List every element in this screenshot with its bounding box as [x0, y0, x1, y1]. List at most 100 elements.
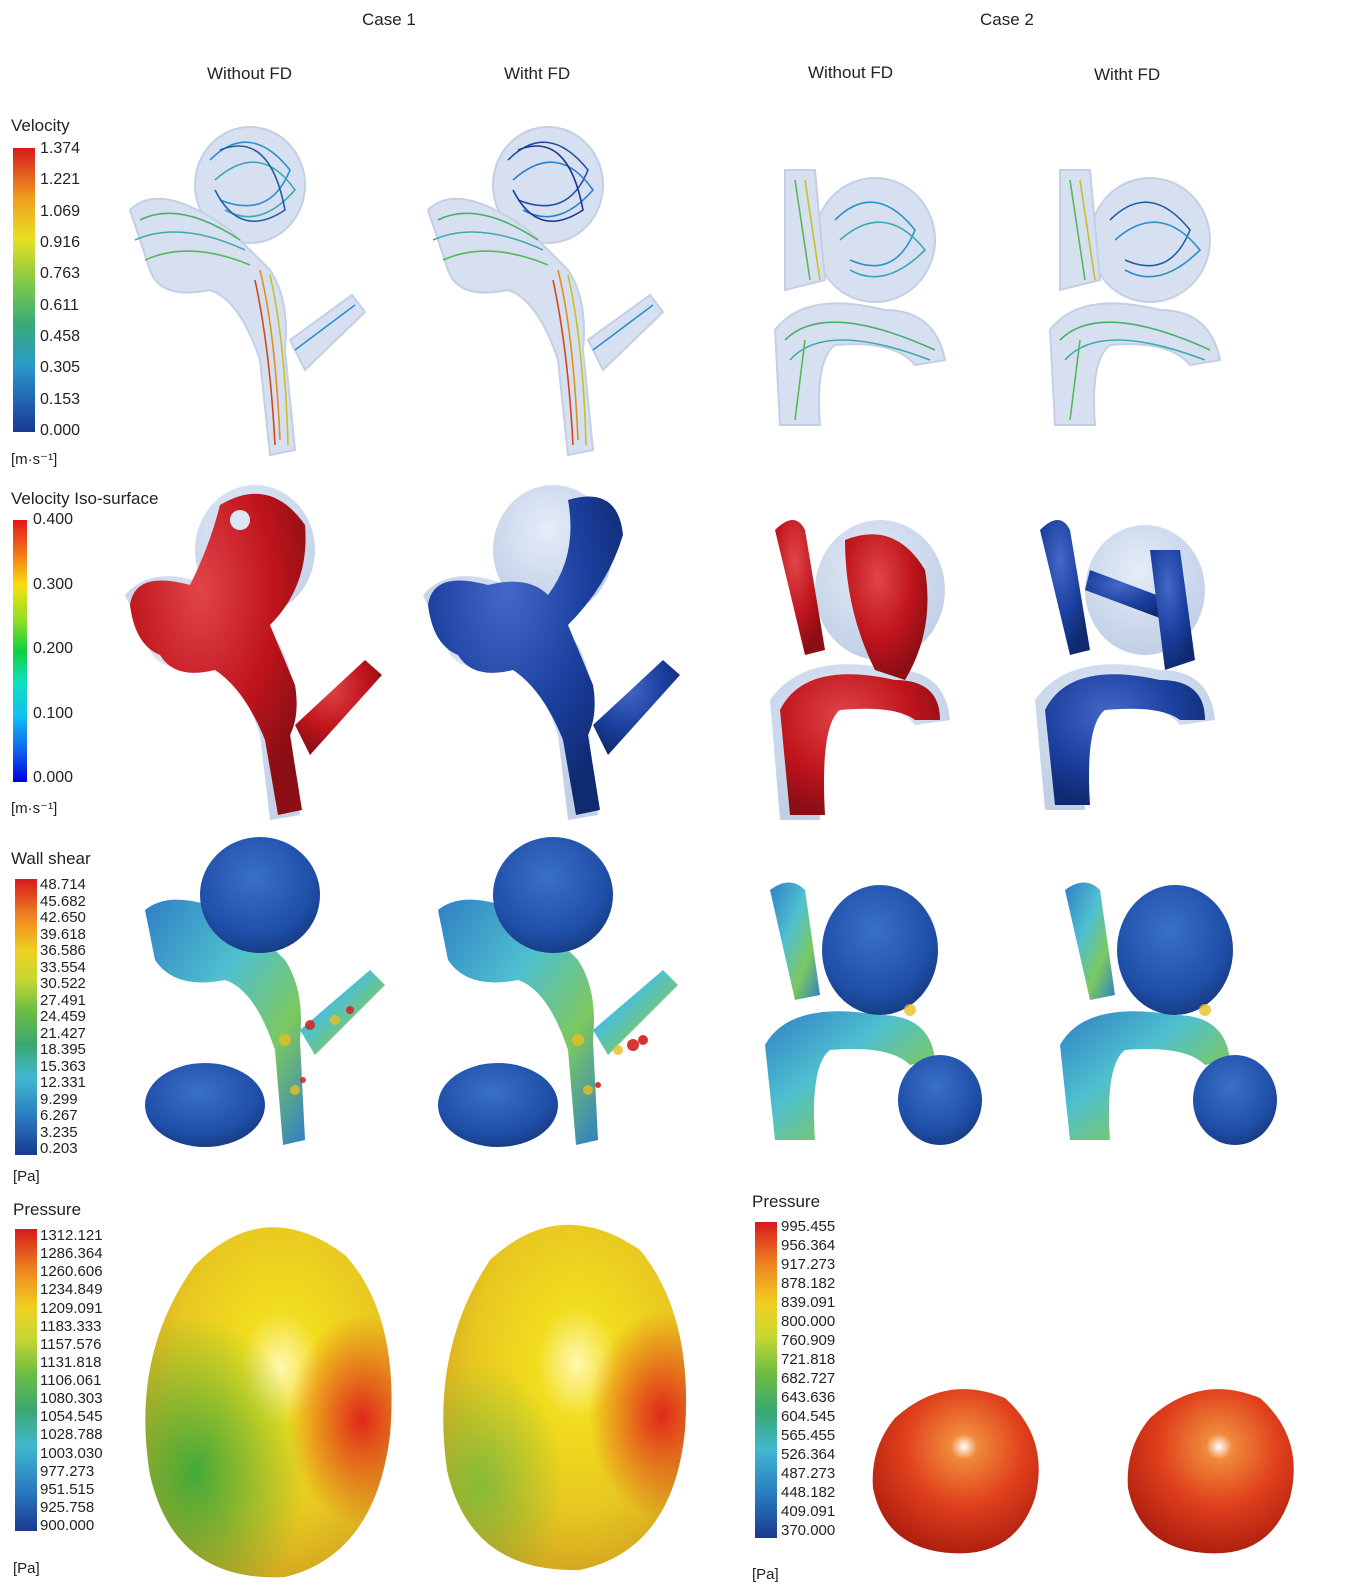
velocity-tick-label: 1.221 [40, 171, 81, 189]
shear-tick-label: 12.331 [40, 1074, 86, 1091]
pressure2-legend-title: Pressure [752, 1192, 821, 1211]
pressure1-tick-label: 1131.818 [40, 1353, 102, 1371]
pressure1-tick-label: 925.758 [40, 1498, 95, 1516]
iso-tick-label: 0.400 [33, 511, 74, 528]
iso-surface [428, 496, 680, 815]
pressure1-tick-label: 1183.333 [40, 1317, 102, 1335]
velocity-tick-label: 1.069 [40, 202, 81, 220]
velocity-unit: [m·s⁻¹] [11, 451, 58, 468]
streamlines [134, 141, 356, 446]
velocity-tick-label: 1.374 [40, 140, 81, 157]
velocity-tick-label: 0.000 [40, 422, 81, 439]
shear-unit: [Pa] [13, 1168, 40, 1185]
iso-surface [775, 520, 940, 815]
iso-tick-labels: 0.400 0.300 0.200 0.100 0.000 [33, 512, 103, 786]
velocity-legend-title: Velocity [11, 116, 70, 135]
pressure2-tick-label: 370.000 [781, 1522, 836, 1539]
pressure2-tick-label: 565.455 [781, 1427, 836, 1444]
column-header-case1-with: Witht FD [504, 64, 571, 83]
velocity-tick-label: 0.153 [40, 390, 81, 408]
column-header-case1-without: Without FD [207, 64, 293, 83]
column-header-case2-with: Witht FD [1094, 65, 1161, 84]
iso-tick-label: 0.200 [33, 640, 74, 657]
shear-tick-label: 39.618 [40, 925, 86, 943]
velocity-case1-with-fd [426, 126, 665, 457]
shear-case2-without-fd [765, 882, 982, 1145]
shear-colorbar [15, 879, 37, 1155]
pressure-case1-without-fd [145, 1227, 392, 1578]
iso-case1-with-fd [423, 485, 680, 820]
iso-case2-without-fd [770, 520, 950, 820]
pressure1-tick-label: 1312.121 [40, 1227, 103, 1244]
pressure-case2-without-fd [872, 1389, 1039, 1554]
pressure1-tick-label: 1209.091 [40, 1299, 103, 1317]
iso-tick-label: 0.000 [33, 769, 74, 786]
pressure1-tick-label: 1028.788 [40, 1426, 103, 1444]
iso-tick-label: 0.100 [33, 704, 74, 722]
pressure2-tick-labels: 995.455 956.364 917.273 878.182 839.091 800.0… [781, 1219, 871, 1539]
iso-case1-without-fd [125, 485, 382, 820]
pressure2-tick-label: 526.364 [781, 1446, 836, 1463]
pressure1-tick-label: 951.515 [40, 1480, 95, 1498]
velocity-case2-without-fd [773, 169, 947, 426]
shear-tick-label: 48.714 [40, 876, 86, 893]
shear-tick-labels: 48.714 45.682 42.650 39.618 36.586 33.554 30.5… [40, 877, 110, 1157]
shear-case2-with-fd [1060, 882, 1277, 1145]
iso-surface [1040, 520, 1205, 805]
shear-tick-label: 27.491 [40, 991, 86, 1009]
pressure-case2-with-fd [1127, 1389, 1294, 1554]
velocity-tick-label: 0.305 [40, 359, 81, 377]
shear-tick-label: 6.267 [40, 1107, 78, 1124]
pressure2-tick-label: 682.727 [781, 1370, 836, 1387]
pressure2-tick-label: 917.273 [781, 1256, 836, 1273]
iso-unit: [m·s⁻¹] [11, 800, 58, 817]
pressure2-tick-label: 487.273 [781, 1465, 836, 1482]
shear-tick-label: 33.554 [40, 958, 86, 976]
shear-tick-label: 21.427 [40, 1024, 86, 1042]
pressure1-tick-label: 1003.030 [40, 1444, 103, 1462]
pressure1-tick-label: 1080.303 [40, 1390, 103, 1408]
pressure1-unit: [Pa] [13, 1560, 40, 1577]
pressure2-tick-label: 604.545 [781, 1408, 836, 1425]
pressure1-tick-label: 900.000 [40, 1517, 95, 1534]
shear-tick-label: 18.395 [40, 1041, 86, 1058]
shear-tick-label: 0.203 [40, 1140, 78, 1157]
shear-tick-label: 42.650 [40, 909, 86, 926]
pressure2-tick-label: 995.455 [781, 1218, 836, 1235]
pressure2-unit: [Pa] [752, 1566, 779, 1583]
shear-tick-label: 30.522 [40, 975, 86, 992]
pressure2-tick-label: 839.091 [781, 1294, 836, 1311]
velocity-case2-with-fd [1048, 169, 1222, 426]
velocity-tick-label: 0.611 [40, 296, 79, 314]
velocity-tick-label: 0.763 [40, 265, 81, 283]
pressure2-tick-label: 760.909 [781, 1332, 836, 1349]
iso-colorbar [13, 520, 27, 782]
pressure1-tick-label: 1286.364 [40, 1245, 103, 1263]
case-1-header: Case 1 [362, 10, 416, 29]
pressure1-tick-label: 1157.576 [40, 1335, 102, 1353]
pressure1-tick-label: 1234.849 [40, 1281, 103, 1299]
column-header-case2-without: Without FD [808, 63, 894, 82]
iso-case2-with-fd [1035, 520, 1215, 810]
shear-case1-with-fd [438, 837, 678, 1147]
pressure1-tick-label: 1106.061 [40, 1372, 102, 1389]
pressure1-tick-label: 1054.545 [40, 1408, 103, 1426]
pressure2-tick-label: 721.818 [781, 1351, 836, 1368]
iso-legend-title: Velocity Iso-surface [11, 489, 159, 508]
pressure-case1-with-fd [443, 1224, 687, 1571]
vessel-shell [128, 126, 367, 457]
pressure2-tick-label: 800.000 [781, 1313, 836, 1330]
pressure2-colorbar [755, 1222, 777, 1538]
velocity-tick-label: 0.458 [40, 328, 81, 345]
pressure1-tick-labels: 1312.121 1286.364 1260.606 1234.849 1209.091… [40, 1228, 130, 1534]
case-2-header: Case 2 [980, 10, 1034, 29]
shear-tick-label: 45.682 [40, 892, 86, 910]
pressure2-tick-label: 878.182 [781, 1275, 836, 1292]
pressure1-colorbar [15, 1229, 37, 1531]
pressure2-tick-label: 448.182 [781, 1484, 836, 1501]
shear-tick-label: 9.299 [40, 1090, 78, 1108]
velocity-tick-label: 0.916 [40, 234, 81, 251]
pressure1-tick-label: 977.273 [40, 1462, 95, 1480]
pressure2-tick-label: 643.636 [781, 1389, 836, 1406]
pressure1-tick-label: 1260.606 [40, 1263, 103, 1281]
